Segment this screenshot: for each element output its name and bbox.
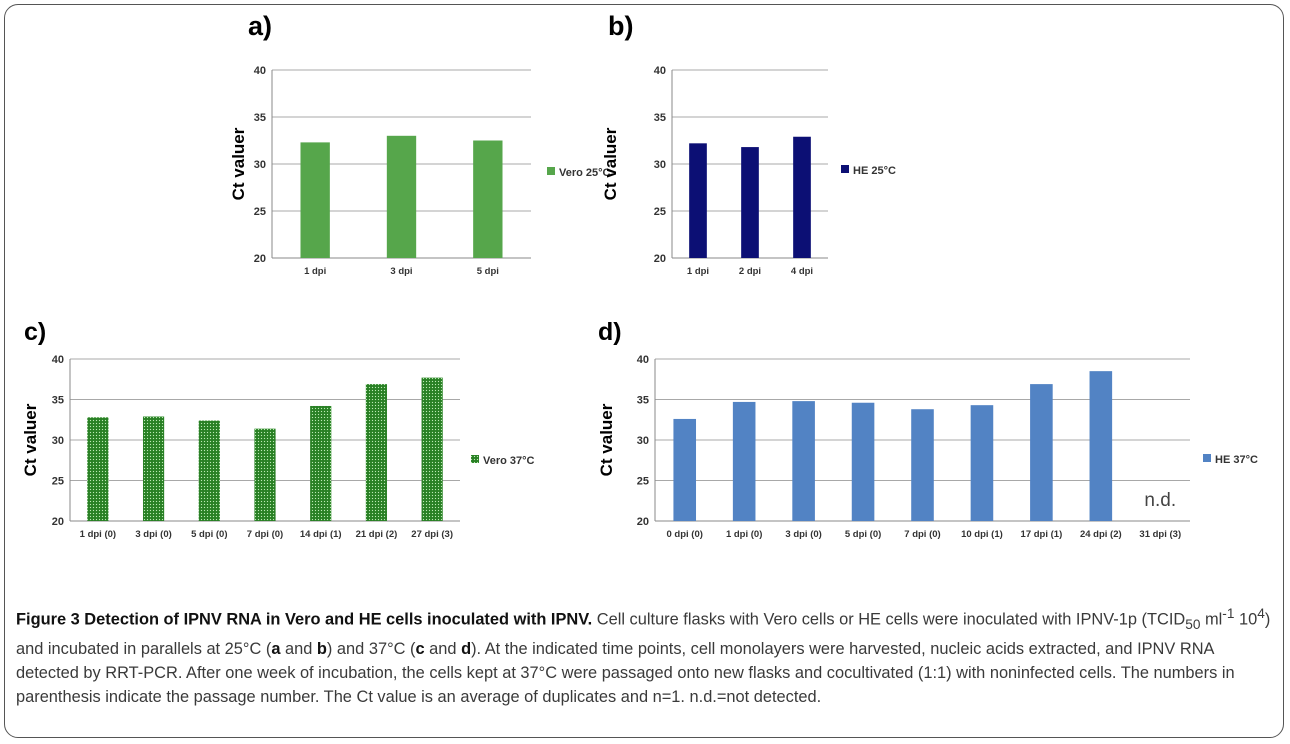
- legend-label: HE 37°C: [1215, 454, 1258, 466]
- caption-superscript: -1: [1222, 606, 1235, 621]
- caption-text: and: [280, 639, 317, 658]
- y-tick-label: 35: [52, 395, 64, 407]
- x-tick-label: 7 dpi (0): [247, 529, 283, 540]
- x-tick-label: 5 dpi (0): [845, 529, 881, 540]
- y-tick-label: 35: [637, 395, 649, 407]
- caption-panel-ref: a: [271, 639, 281, 658]
- x-tick-label: 21 dpi (2): [356, 529, 398, 540]
- legend-label: Vero 25°C: [559, 167, 611, 179]
- x-tick-label: 3 dpi: [390, 266, 412, 277]
- y-tick-label: 25: [254, 206, 266, 218]
- caption-subscript: 50: [1185, 616, 1201, 632]
- x-tick-label: 1 dpi (0): [80, 529, 116, 540]
- legend-swatch: [471, 455, 479, 463]
- y-tick-label: 35: [654, 112, 666, 124]
- x-tick-label: 5 dpi (0): [191, 529, 227, 540]
- x-tick-label: 10 dpi (1): [961, 529, 1003, 540]
- bar: [254, 428, 276, 521]
- bar: [911, 409, 934, 521]
- bar: [793, 136, 811, 258]
- y-tick-label: 35: [254, 112, 266, 124]
- x-tick-label: 1 dpi: [687, 266, 709, 277]
- y-tick-label: 30: [254, 159, 266, 171]
- x-tick-label: 3 dpi (0): [135, 529, 171, 540]
- bar: [87, 417, 109, 521]
- legend-swatch: [547, 167, 555, 175]
- caption-text: ). At the indicated time points, cell mo…: [16, 639, 1235, 706]
- bar: [851, 402, 875, 521]
- bar: [300, 142, 330, 258]
- y-tick-label: 20: [52, 516, 64, 528]
- caption-text: ) and 37°C (: [326, 639, 416, 658]
- y-axis-label: Ct valuer: [21, 403, 40, 476]
- x-tick-label: 27 dpi (3): [411, 529, 453, 540]
- y-tick-label: 40: [637, 354, 649, 366]
- bar: [198, 420, 220, 521]
- y-tick-label: 30: [637, 435, 649, 447]
- y-tick-label: 25: [52, 476, 64, 488]
- y-tick-label: 20: [654, 253, 666, 265]
- legend-swatch: [841, 165, 849, 173]
- figure-frame: [4, 4, 1284, 738]
- caption-text: ) and incubated in parallels at 25°C (: [16, 610, 1271, 658]
- y-tick-label: 25: [654, 206, 666, 218]
- y-axis-label: Ct valuer: [229, 127, 248, 200]
- x-tick-label: 3 dpi (0): [785, 529, 821, 540]
- bar: [741, 147, 759, 258]
- caption-text: ml: [1200, 610, 1223, 629]
- x-tick-label: 14 dpi (1): [300, 529, 342, 540]
- y-tick-label: 40: [254, 65, 266, 77]
- caption-text: Cell culture flasks with Vero cells or H…: [592, 610, 1186, 629]
- x-tick-label: 2 dpi: [739, 266, 761, 277]
- bar: [732, 401, 756, 521]
- bar: [365, 384, 388, 521]
- bar: [689, 143, 707, 258]
- y-tick-label: 20: [254, 253, 266, 265]
- y-tick-label: 30: [654, 159, 666, 171]
- legend-label: HE 25°C: [853, 165, 896, 177]
- y-tick-label: 40: [52, 354, 64, 366]
- x-tick-label: 17 dpi (1): [1021, 529, 1063, 540]
- not-detected-annotation: n.d.: [1144, 490, 1176, 511]
- x-tick-label: 7 dpi (0): [904, 529, 940, 540]
- x-tick-label: 24 dpi (2): [1080, 529, 1122, 540]
- caption-panel-ref: c: [415, 639, 425, 658]
- caption-panel-ref: d: [461, 639, 472, 658]
- y-axis-label: Ct valuer: [597, 403, 616, 476]
- x-tick-label: 5 dpi: [477, 266, 499, 277]
- bar: [473, 140, 503, 258]
- bar: [386, 135, 417, 258]
- y-axis-label: Ct valuer: [601, 127, 620, 200]
- bar: [1030, 384, 1053, 521]
- figure-caption: Figure 3 Detection of IPNV RNA in Vero a…: [16, 602, 1280, 709]
- figure-charts: a) 20 25 30 35 40 Ct valuer 1 dpi 3 dpi 5 dpi Vero…: [21, 11, 1258, 540]
- caption-title: Figure 3 Detection of IPNV RNA in Vero a…: [16, 610, 593, 629]
- bar: [1089, 371, 1113, 521]
- panel-label: a): [248, 11, 272, 41]
- bar: [421, 377, 443, 521]
- panel-label: c): [24, 318, 46, 346]
- bar: [792, 401, 815, 521]
- bar: [142, 416, 165, 521]
- bar: [970, 405, 994, 521]
- y-tick-label: 20: [637, 516, 649, 528]
- legend-swatch: [1203, 454, 1211, 462]
- x-tick-label: 1 dpi (0): [726, 529, 762, 540]
- caption-panel-ref: b: [316, 639, 327, 658]
- caption-text: 10: [1234, 610, 1258, 629]
- x-tick-label: 31 dpi (3): [1139, 529, 1181, 540]
- y-tick-label: 25: [637, 476, 649, 488]
- x-tick-label: 4 dpi: [791, 266, 813, 277]
- bar: [310, 405, 332, 521]
- y-tick-label: 40: [654, 65, 666, 77]
- x-tick-label: 1 dpi: [304, 266, 326, 277]
- caption-text: and: [424, 639, 462, 658]
- panel-label: b): [608, 11, 633, 41]
- x-tick-label: 0 dpi (0): [667, 529, 703, 540]
- caption-superscript: 4: [1257, 606, 1265, 621]
- y-tick-label: 30: [52, 435, 64, 447]
- legend-label: Vero 37°C: [483, 455, 535, 467]
- bar: [673, 418, 697, 521]
- panel-label: d): [598, 318, 622, 346]
